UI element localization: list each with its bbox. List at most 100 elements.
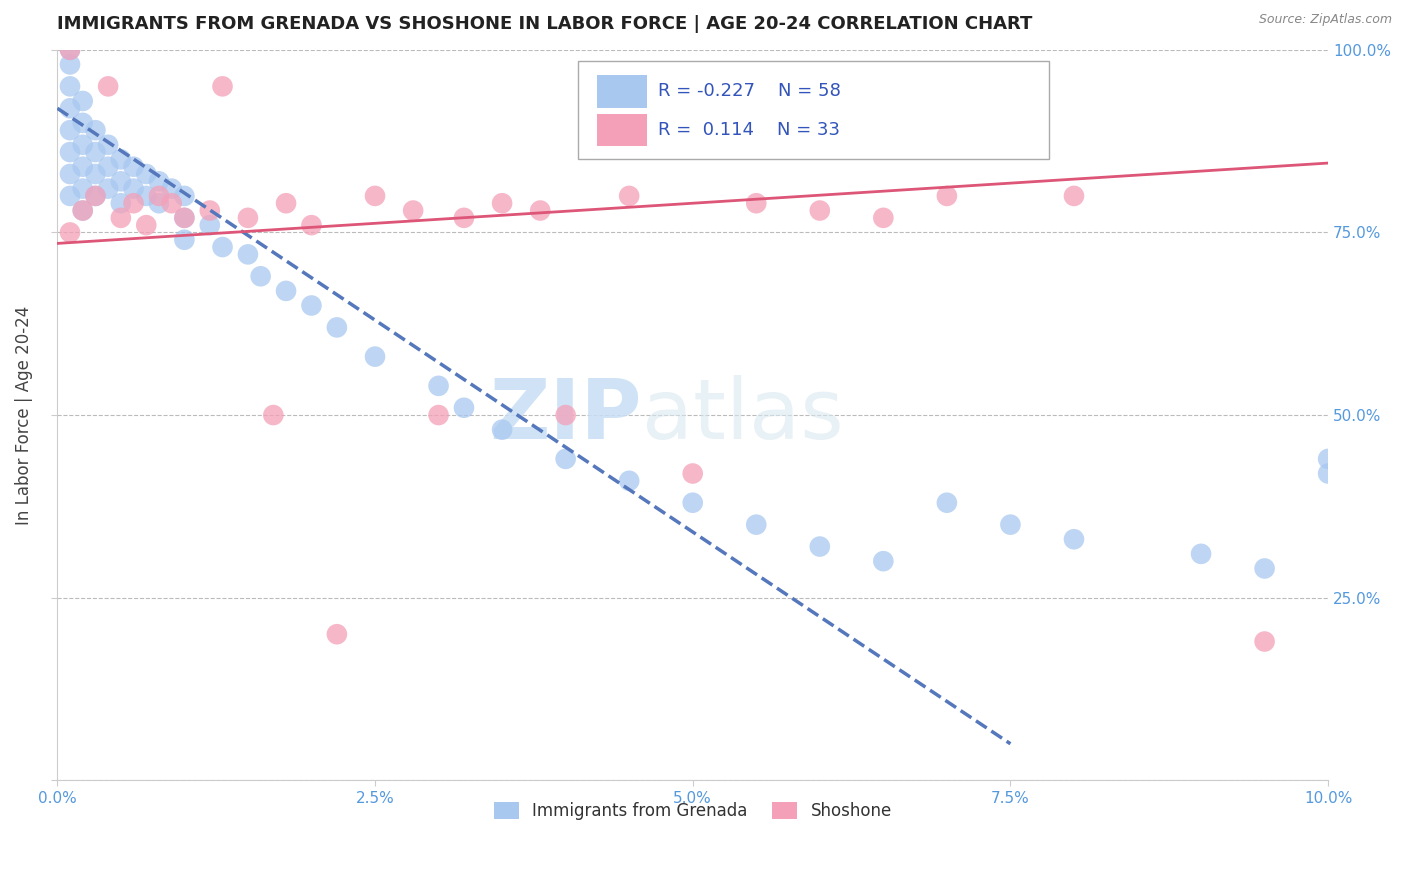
Point (160, 196, 183, 211)
Point (1063, 533, 1085, 547)
Point (249, 269, 271, 284)
Point (872, 554, 894, 568)
Point (59, 123, 82, 137)
Point (148, 174, 170, 188)
Point (122, 196, 145, 211)
Point (745, 196, 768, 211)
Point (84, 189, 107, 203)
Point (198, 218, 221, 232)
Text: ZIP: ZIP (489, 375, 643, 456)
FancyBboxPatch shape (598, 114, 647, 146)
Point (173, 189, 195, 203)
Point (72, 181, 94, 195)
Point (59, 189, 82, 203)
Point (110, 196, 132, 211)
Point (529, 203, 551, 218)
Text: Source: ZipAtlas.com: Source: ZipAtlas.com (1258, 13, 1392, 27)
Point (84, 167, 107, 181)
Point (617, 474, 640, 488)
Point (72, 94, 94, 108)
Point (1253, 634, 1275, 648)
Point (236, 247, 259, 261)
Point (59, 57, 82, 71)
Point (326, 320, 349, 334)
Point (84, 123, 107, 137)
Point (745, 517, 768, 532)
Point (1189, 547, 1212, 561)
Point (935, 496, 957, 510)
Point (173, 211, 195, 225)
Text: R = -0.227    N = 58: R = -0.227 N = 58 (658, 82, 841, 101)
FancyBboxPatch shape (598, 76, 647, 108)
Point (135, 189, 157, 203)
Legend: Immigrants from Grenada, Shoshone: Immigrants from Grenada, Shoshone (486, 796, 898, 827)
Point (211, 79, 233, 94)
Point (135, 167, 157, 181)
Point (59, 43, 82, 57)
Point (1317, 467, 1340, 481)
Point (1317, 451, 1340, 466)
Point (872, 211, 894, 225)
Point (364, 189, 387, 203)
Point (262, 408, 284, 422)
Point (97, 79, 120, 94)
Point (554, 451, 576, 466)
Text: R =  0.114    N = 33: R = 0.114 N = 33 (658, 121, 841, 139)
Point (135, 218, 157, 232)
Point (72, 160, 94, 174)
Point (59, 101, 82, 115)
Point (148, 196, 170, 211)
Point (808, 203, 831, 218)
Point (1000, 517, 1022, 532)
Point (72, 203, 94, 218)
Point (453, 211, 475, 225)
FancyBboxPatch shape (578, 61, 1049, 160)
Point (110, 174, 132, 188)
Point (97, 160, 120, 174)
Point (682, 467, 704, 481)
Point (59, 43, 82, 57)
Point (122, 181, 145, 195)
Point (453, 401, 475, 415)
Point (491, 196, 513, 211)
Point (110, 153, 132, 167)
Point (72, 137, 94, 152)
Point (160, 181, 183, 195)
Point (935, 189, 957, 203)
Point (97, 137, 120, 152)
Point (402, 203, 425, 218)
Point (301, 218, 323, 232)
Y-axis label: In Labor Force | Age 20-24: In Labor Force | Age 20-24 (15, 305, 32, 524)
Point (59, 79, 82, 94)
Point (427, 408, 450, 422)
Point (554, 408, 576, 422)
Text: IMMIGRANTS FROM GRENADA VS SHOSHONE IN LABOR FORCE | AGE 20-24 CORRELATION CHART: IMMIGRANTS FROM GRENADA VS SHOSHONE IN L… (58, 15, 1032, 33)
Point (59, 145, 82, 160)
Point (1063, 189, 1085, 203)
Point (211, 240, 233, 254)
Point (59, 226, 82, 240)
Point (72, 203, 94, 218)
Point (274, 196, 297, 211)
Point (84, 189, 107, 203)
Point (110, 211, 132, 225)
Point (72, 116, 94, 130)
Point (617, 189, 640, 203)
Point (427, 379, 450, 393)
Point (59, 167, 82, 181)
Point (274, 284, 297, 298)
Point (491, 423, 513, 437)
Point (173, 211, 195, 225)
Point (148, 189, 170, 203)
Text: atlas: atlas (643, 375, 844, 456)
Point (326, 627, 349, 641)
Point (198, 203, 221, 218)
Point (173, 233, 195, 247)
Point (122, 160, 145, 174)
Point (84, 145, 107, 160)
Point (1253, 561, 1275, 575)
Point (808, 540, 831, 554)
Point (236, 211, 259, 225)
Point (682, 496, 704, 510)
Point (301, 298, 323, 312)
